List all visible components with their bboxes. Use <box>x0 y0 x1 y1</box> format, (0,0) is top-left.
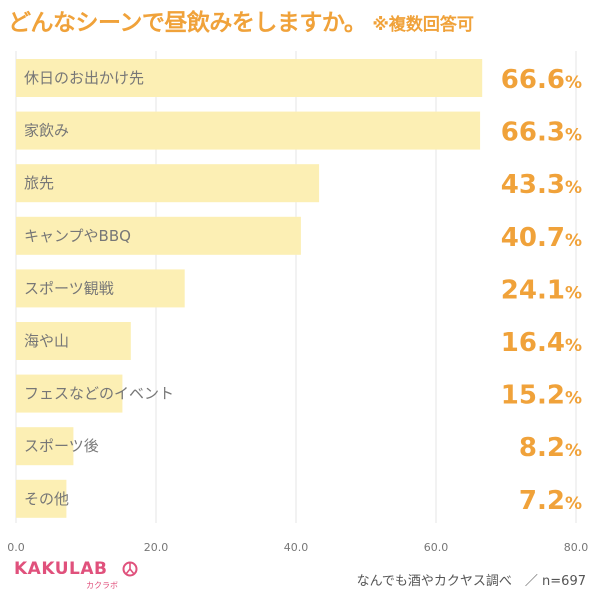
value-label: 16.4% <box>501 328 582 358</box>
category-label: スポーツ後 <box>24 437 99 455</box>
bar <box>16 216 301 255</box>
x-tick-label: 60.0 <box>424 541 449 554</box>
category-label: スポーツ観戦 <box>24 279 114 297</box>
value-label: 40.7% <box>501 223 582 253</box>
x-tick-label: 20.0 <box>144 541 169 554</box>
brand-logo-sub: カクラボ <box>86 581 118 590</box>
category-label: フェスなどのイベント <box>24 385 174 403</box>
chart-title-main: どんなシーンで昼飲みをしますか。 <box>8 10 367 36</box>
value-label: 24.1% <box>501 275 582 305</box>
chart-title: どんなシーンで昼飲みをしますか。 ※複数回答可 <box>8 3 474 37</box>
category-label: 休日のお出かけ先 <box>24 69 144 87</box>
category-label: 家飲み <box>24 122 69 140</box>
bar <box>16 427 74 466</box>
category-label: その他 <box>24 490 69 508</box>
value-label: 15.2% <box>501 381 582 411</box>
value-label: 66.6% <box>501 65 582 95</box>
x-tick-label: 40.0 <box>284 541 309 554</box>
category-label: 海や山 <box>24 332 69 350</box>
brand-logo: KAKULAB <box>14 559 108 579</box>
value-label: 8.2% <box>519 433 582 463</box>
bar <box>16 269 185 308</box>
x-tick-label: 0.0 <box>7 541 25 554</box>
bar <box>16 111 481 150</box>
value-label: 43.3% <box>501 170 582 200</box>
chart-title-note: ※複数回答可 <box>372 15 474 35</box>
bar <box>16 59 483 97</box>
brand-logo-mark-icon <box>122 561 138 577</box>
source-note: なんでも酒やカクヤス調べ ／ n=697 <box>356 574 586 589</box>
bar <box>16 164 320 203</box>
category-label: 旅先 <box>24 174 54 192</box>
category-label: キャンプやBBQ <box>24 227 131 245</box>
value-label: 7.2% <box>519 486 582 516</box>
value-label: 66.3% <box>501 118 582 148</box>
bar <box>16 374 123 413</box>
x-tick-label: 80.0 <box>564 541 589 554</box>
bar <box>16 479 67 518</box>
bar <box>16 322 131 360</box>
